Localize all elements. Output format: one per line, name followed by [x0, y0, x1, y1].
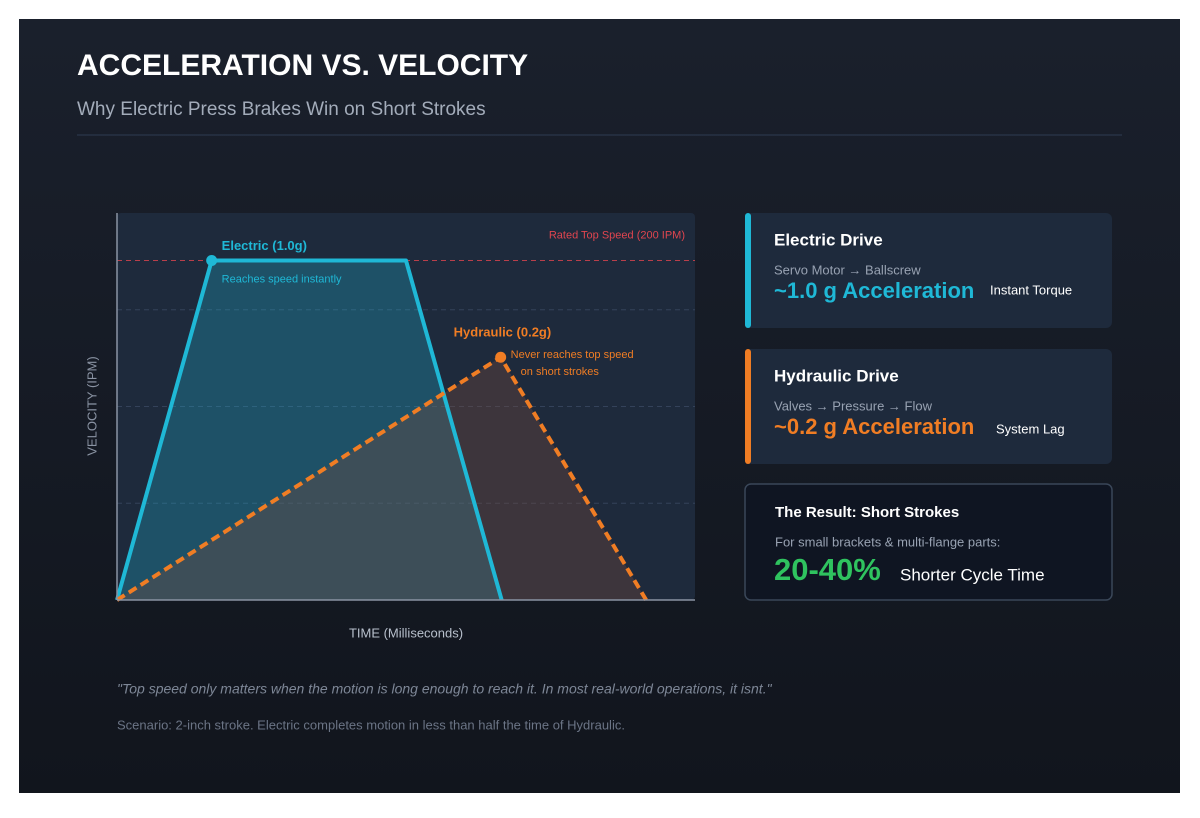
result-text: For small brackets & multi-flange parts:	[775, 534, 1000, 549]
series-note: Never reaches top speed	[511, 349, 634, 361]
peak-marker	[206, 255, 218, 267]
area	[117, 260, 502, 600]
area	[117, 357, 647, 600]
card	[744, 483, 1113, 601]
accent	[745, 213, 751, 328]
card-metric: ~0.2 g Acceleration	[774, 414, 974, 439]
card-title: Hydraulic Drive	[774, 366, 899, 385]
card-electric: Electric Drive Servo Motor → Ballscrew ~…	[745, 213, 1112, 328]
series-label: Hydraulic (0.2g)	[454, 325, 552, 340]
result-tag: Shorter Cycle Time	[900, 565, 1045, 584]
result-metric: 20-40%	[774, 552, 881, 587]
line	[115, 258, 504, 601]
card	[745, 349, 1112, 464]
series-note: Reaches speed instantly	[222, 273, 342, 285]
card-metric: ~1.0 g Acceleration	[774, 278, 974, 303]
card	[745, 213, 1112, 328]
result-title: The Result: Short Strokes	[775, 504, 959, 521]
peak-marker	[495, 351, 507, 363]
scenario: Scenario: 2-inch stroke. Electric comple…	[117, 717, 625, 732]
title: ACCELERATION VS. VELOCITY	[77, 49, 528, 82]
series-label: Electric (1.0g)	[222, 238, 307, 253]
quote: "Top speed only matters when the motion …	[117, 681, 773, 697]
y-axis-label: VELOCITY (IPM)	[84, 356, 99, 455]
card-hydraulic: Hydraulic Drive Valves → Pressure → Flow…	[745, 349, 1112, 464]
x-axis-label: TIME (Milliseconds)	[349, 625, 463, 640]
card-title: Electric Drive	[774, 230, 883, 249]
reference-label: Rated Top Speed (200 IPM)	[549, 229, 685, 241]
card-tag: System Lag	[996, 421, 1065, 436]
card-result: The Result: Short Strokes For small brac…	[744, 483, 1113, 601]
accent	[745, 349, 751, 464]
subtitle: Why Electric Press Brakes Win on Short S…	[77, 99, 486, 120]
card-tag: Instant Torque	[990, 282, 1072, 297]
card-path: Servo Motor → Ballscrew	[774, 262, 921, 277]
series-note: on short strokes	[521, 366, 600, 378]
card-path: Valves → Pressure → Flow	[774, 398, 933, 413]
